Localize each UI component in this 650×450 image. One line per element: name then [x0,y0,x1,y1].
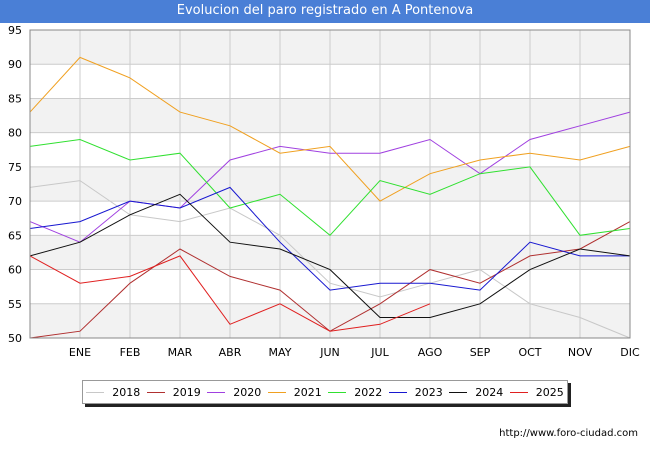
plot-frame [29,29,631,339]
legend-swatch [267,391,286,393]
legend-swatch [449,391,468,393]
y-tick-labels: 50 55 60 65 70 75 80 85 90 95 [8,24,22,345]
legend-item-2018: 2018 [86,386,140,399]
x-tick-label: NOV [568,346,593,359]
legend-label: 2021 [293,385,322,399]
legend-swatch [207,391,226,393]
legend-item-2024: 2024 [449,386,503,399]
axes [29,29,631,339]
x-tick-label: AGO [418,346,443,359]
legend-swatch [146,391,165,393]
legend-label: 2024 [475,385,504,399]
y-tick-label: 95 [8,24,22,37]
y-tick-label: 60 [8,264,22,277]
x-tick-label: MAY [269,346,292,359]
x-tick-label: JUL [370,346,389,359]
x-tick-label: MAR [168,346,193,359]
legend-swatch [509,391,528,393]
y-tick-label: 65 [8,229,22,242]
legend-label: 2020 [233,385,262,399]
y-tick-label: 80 [8,127,22,140]
y-tick-label: 75 [8,161,22,174]
series-line-2024 [29,193,631,318]
x-tick-label: ENE [69,346,91,359]
legend-item-2021: 2021 [267,385,322,399]
legend-label: 2018 [112,385,141,399]
series-lines [29,56,631,339]
x-tick-label: DIC [620,346,640,359]
source-credit: http://www.foro-ciudad.com [499,428,638,439]
legend-swatch [388,391,407,393]
x-tick-label: JUN [319,346,340,359]
legend: 2018 2019 2020 2021 2022 2023 2024 2025 [82,380,568,404]
legend-item-2025: 2025 [509,385,564,399]
x-tick-label: FEB [120,346,141,359]
x-tick-label: OCT [518,346,541,359]
series-line-2021 [29,56,631,202]
y-tick-label: 55 [8,298,22,311]
x-tick-label: SEP [470,346,491,359]
series-line-2025 [29,255,431,332]
legend-label: 2023 [414,385,443,399]
series-line-2022 [29,138,631,236]
legend-item-2020: 2020 [207,386,261,399]
chart-title: Evolucion del paro registrado en A Ponte… [176,3,474,18]
x-tick-labels: ENE FEB MAR ABR MAY JUN JUL AGO SEP OCT NOV DIC [69,346,640,359]
legend-label: 2019 [172,385,201,399]
legend-swatch [86,391,105,393]
legend-label: 2022 [354,385,383,399]
legend-item-2019: 2019 [146,385,201,399]
legend-item-2022: 2022 [328,386,382,399]
title-bar: Evolucion del paro registrado en A Ponte… [0,0,650,23]
series-line-2023 [29,186,630,291]
y-tick-label: 90 [8,58,22,71]
y-tick-label: 70 [8,195,22,208]
legend-item-2023: 2023 [388,385,443,399]
legend-swatch [328,391,347,393]
x-tick-label: ABR [219,346,242,359]
y-tick-label: 85 [8,92,22,105]
y-tick-label: 50 [8,332,22,345]
legend-label: 2025 [535,385,564,399]
